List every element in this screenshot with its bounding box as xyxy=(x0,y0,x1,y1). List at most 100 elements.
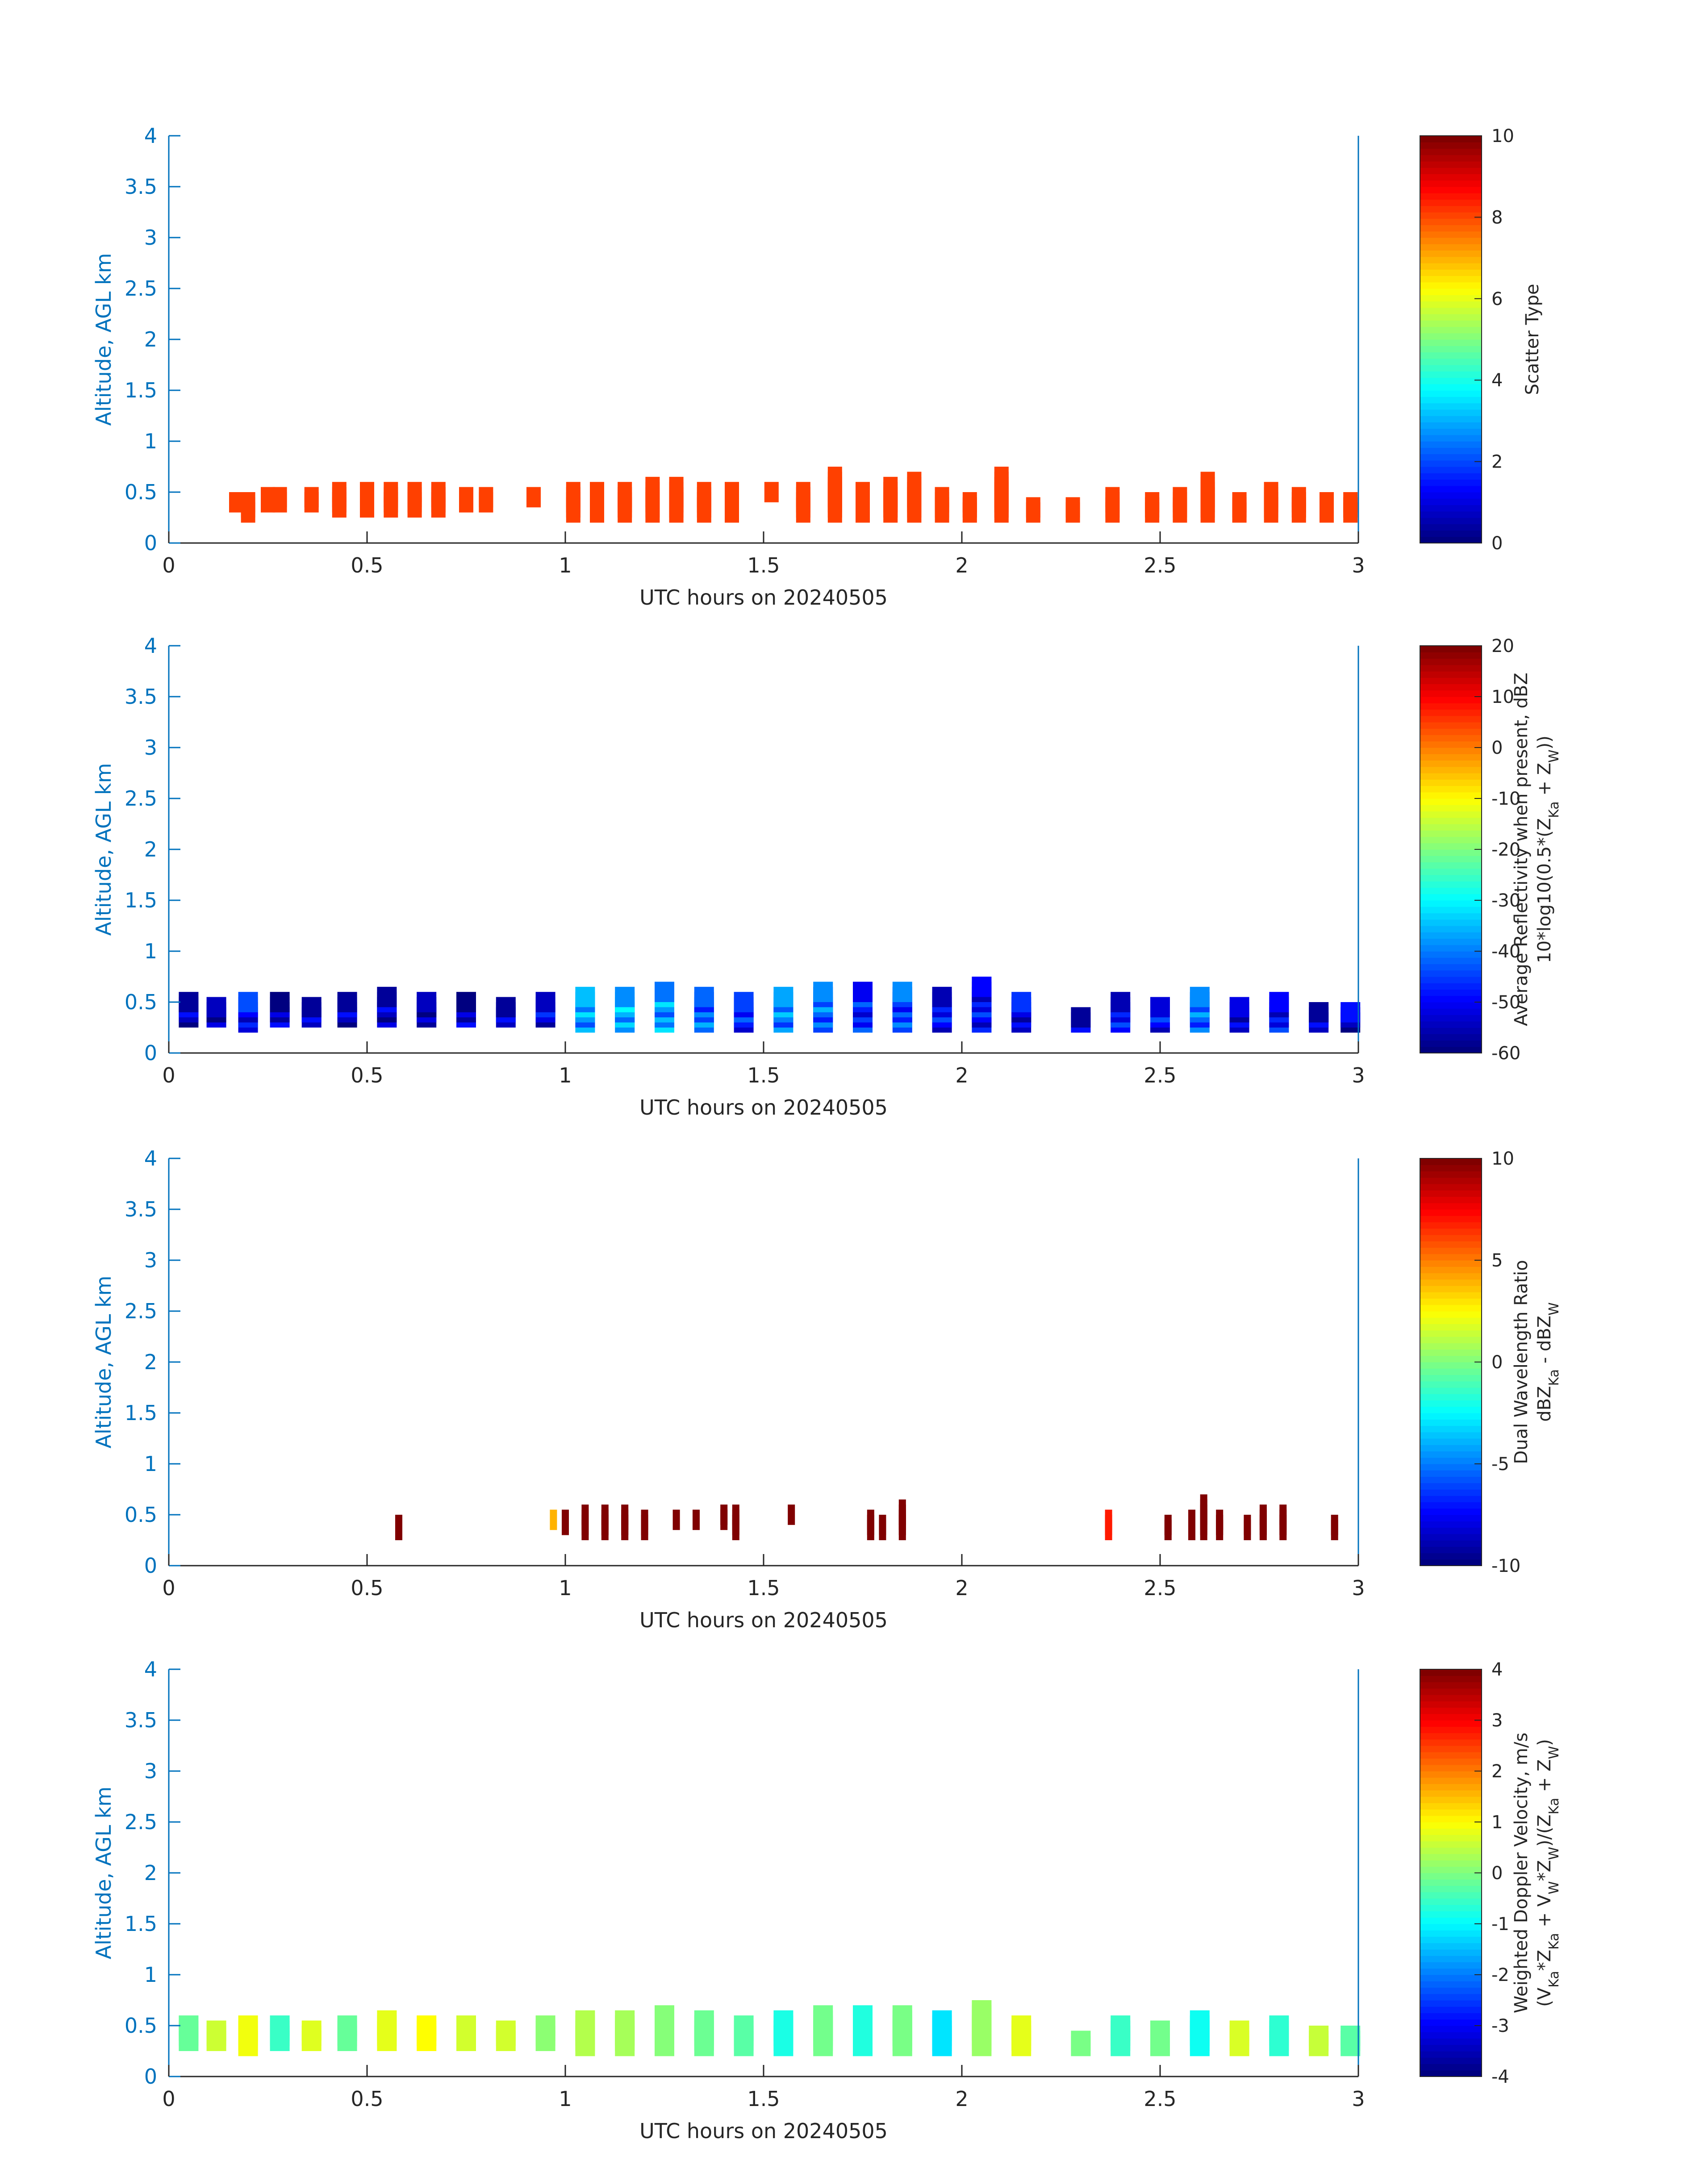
colorbar-segment xyxy=(1420,798,1482,805)
data-cell xyxy=(892,2005,912,2026)
colorbar-segment xyxy=(1420,1292,1482,1299)
y-tick-label: 2 xyxy=(144,837,157,861)
data-cell xyxy=(270,992,290,1012)
colorbar-segment xyxy=(1420,684,1482,691)
colorbar-segment xyxy=(1420,276,1482,283)
colorbar-segment xyxy=(1420,1701,1482,1708)
panel-2: 0 0.5 1 1.5 2 2.5 3 3.5 4 0 0.5 1 1.5 2 2.5 3 UTC hours … xyxy=(92,634,1562,1120)
colorbar-segment xyxy=(1420,193,1482,200)
y-tick-label: 3.5 xyxy=(125,175,157,199)
colorbar-segment xyxy=(1420,703,1482,710)
y-axis-label: Altitude, AGL km xyxy=(92,1275,116,1448)
colorbar-1: 0 2 4 6 8 10 Scatter Type xyxy=(1420,126,1543,554)
data-cell xyxy=(1341,1002,1361,1023)
colorbar-segment xyxy=(1420,1777,1482,1784)
colorbar-segment xyxy=(1420,250,1482,257)
colorbar-segment xyxy=(1420,926,1482,932)
x-tick-label: 1 xyxy=(559,1063,572,1087)
colorbar-segment xyxy=(1420,1860,1482,1867)
x-tick-label: 2 xyxy=(955,1576,968,1600)
data-cell xyxy=(1264,482,1278,502)
colorbar-segment xyxy=(1420,1235,1482,1241)
colorbar-segment xyxy=(1420,1432,1482,1439)
colorbar-segment xyxy=(1420,498,1482,506)
colorbar-segment xyxy=(1420,1892,1482,1899)
colorbar-segment xyxy=(1420,1822,1482,1829)
x-tick-label: 2 xyxy=(955,2087,968,2111)
data-cell xyxy=(725,482,739,502)
colorbar-segment xyxy=(1420,1790,1482,1797)
data-cell xyxy=(615,2010,635,2031)
data-cell xyxy=(1190,2010,1210,2031)
colorbar-segment xyxy=(1420,875,1482,882)
colorbar-segment xyxy=(1420,1203,1482,1210)
colorbar-segment xyxy=(1420,1764,1482,1772)
data-cell xyxy=(1164,1515,1172,1535)
colorbar-segment xyxy=(1420,1993,1482,2001)
colorbar-tick-label: -10 xyxy=(1491,789,1520,809)
colorbar-tick-label: -3 xyxy=(1491,2016,1509,2036)
x-tick-label: 3 xyxy=(1352,1063,1365,1087)
colorbar-segment xyxy=(1420,1470,1482,1477)
y-tick-label: 1.5 xyxy=(125,1912,157,1936)
colorbar-segment xyxy=(1420,1165,1482,1172)
data-cell xyxy=(1200,1494,1207,1515)
colorbar-segment xyxy=(1420,697,1482,703)
colorbar-segment xyxy=(1420,1841,1482,1848)
data-cell xyxy=(1071,2031,1091,2051)
data-cell xyxy=(395,1515,402,1535)
data-cell xyxy=(621,1504,629,1525)
colorbar-segment xyxy=(1420,1375,1482,1382)
x-tick-label: 2.5 xyxy=(1144,1576,1176,1600)
colorbar-segment xyxy=(1420,824,1482,831)
colorbar-segment xyxy=(1420,1158,1482,1165)
data-cell xyxy=(456,992,476,1012)
data-cell xyxy=(672,1509,680,1530)
data-cell xyxy=(879,1515,886,1535)
data-cell xyxy=(1244,1515,1251,1535)
colorbar-segment xyxy=(1420,1508,1482,1515)
colorbar-label: (VKa*ZKa + VW*ZW)/(ZKa + ZW) xyxy=(1534,1739,1562,2007)
colorbar-segment xyxy=(1420,1457,1482,1464)
colorbar-segment xyxy=(1420,1349,1482,1356)
colorbar-segment xyxy=(1420,1021,1482,1028)
y-tick-label: 1 xyxy=(144,1963,157,1987)
y-tick-label: 2 xyxy=(144,1350,157,1374)
colorbar-segment xyxy=(1420,995,1482,1003)
panel-1: 0 0.5 1 1.5 2 2.5 3 3.5 4 0 0.5 1 1.5 2 2.5 3 UTC hours … xyxy=(92,124,1543,610)
colorbar-tick-label: 6 xyxy=(1491,289,1503,309)
x-tick-label: 2 xyxy=(955,553,968,577)
colorbar-segment xyxy=(1420,1669,1482,1676)
colorbar-segment xyxy=(1420,709,1482,716)
y-axis-label: Altitude, AGL km xyxy=(92,1786,116,1959)
colorbar-segment xyxy=(1420,1815,1482,1822)
colorbar-tick-label: -2 xyxy=(1491,1965,1509,1985)
panel-1-cells xyxy=(229,467,1358,523)
colorbar-segment xyxy=(1420,836,1482,844)
colorbar-segment xyxy=(1420,2013,1482,2020)
colorbar-segment xyxy=(1420,467,1482,473)
data-cell xyxy=(796,482,810,502)
colorbar-segment xyxy=(1420,282,1482,289)
colorbar-segment xyxy=(1420,1483,1482,1490)
colorbar-segment xyxy=(1420,1502,1482,1509)
colorbar-segment xyxy=(1420,792,1482,799)
x-tick-label: 2.5 xyxy=(1144,553,1176,577)
colorbar-segment xyxy=(1420,900,1482,907)
data-cell xyxy=(1216,1509,1224,1530)
colorbar-segment xyxy=(1420,1222,1482,1229)
colorbar-segment xyxy=(1420,1809,1482,1816)
colorbar-segment xyxy=(1420,1247,1482,1254)
data-cell xyxy=(764,482,779,502)
colorbar-segment xyxy=(1420,970,1482,977)
colorbar-segment xyxy=(1420,1406,1482,1413)
colorbar-segment xyxy=(1420,377,1482,384)
colorbar-segment xyxy=(1420,1343,1482,1350)
colorbar-tick-label: 20 xyxy=(1491,636,1514,656)
colorbar-segment xyxy=(1420,805,1482,812)
colorbar-segment xyxy=(1420,1521,1482,1528)
x-tick-label: 0.5 xyxy=(351,1063,383,1087)
colorbar-tick-label: -20 xyxy=(1491,840,1520,860)
colorbar-segment xyxy=(1420,1828,1482,1835)
colorbar-segment xyxy=(1420,977,1482,983)
